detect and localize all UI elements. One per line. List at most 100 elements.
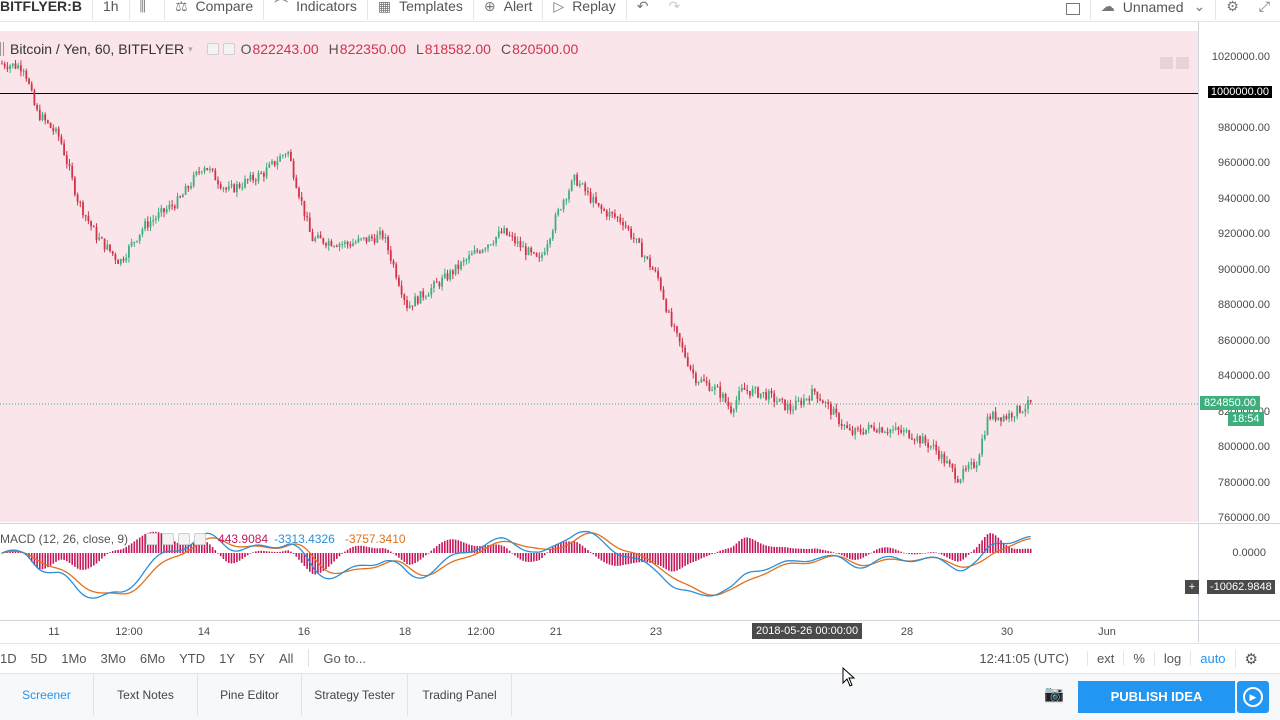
compare-button[interactable]: ⚖ Compare: [165, 0, 263, 17]
macd-axis[interactable]: 0.0000 -10062.9848 +: [1185, 523, 1280, 620]
auto-toggle[interactable]: auto: [1190, 651, 1234, 666]
candle: [932, 439, 935, 450]
candle: [889, 428, 892, 438]
price-axis[interactable]: 1020000.00 1000000.00 980000.00 960000.00 94…: [1198, 22, 1280, 524]
macd-histogram-bar: [535, 553, 538, 561]
candle: [465, 258, 468, 265]
camera-icon[interactable]: 📷: [1044, 686, 1064, 703]
macd-histogram-bar: [795, 548, 797, 553]
tab-pine-editor[interactable]: Pine Editor: [198, 674, 302, 716]
macd-close-icon[interactable]: [178, 533, 191, 545]
legend-eye-icon[interactable]: [206, 43, 219, 55]
candle: [1000, 417, 1002, 427]
candle: [724, 392, 727, 404]
percent-toggle[interactable]: %: [1123, 651, 1154, 666]
macd-histogram-bar: [60, 553, 63, 560]
candle: [816, 391, 819, 404]
pane-down-icon[interactable]: [1160, 57, 1173, 69]
candle: [87, 211, 90, 225]
symbol-search-button[interactable]: BITFLYER:B: [0, 0, 92, 17]
macd-histogram-bar: [373, 548, 376, 553]
pane-maximize-icon[interactable]: [1176, 57, 1189, 69]
range-1y[interactable]: 1Y: [219, 650, 236, 666]
macd-histogram-bar: [452, 539, 454, 553]
macd-more-icon[interactable]: [194, 533, 207, 545]
time-axis[interactable]: 2018-05-26 00:00:00 11 12:00 14 16 18 12:00 21…: [0, 620, 1198, 642]
undo-button[interactable]: ↶: [627, 0, 659, 17]
candle: [317, 231, 319, 239]
candle: [592, 193, 595, 208]
range-3mo[interactable]: 3Mo: [100, 650, 126, 666]
range-all[interactable]: All: [278, 650, 294, 666]
legend-dropdown-icon[interactable]: ▾: [188, 43, 193, 54]
tab-text-notes[interactable]: Text Notes: [94, 674, 198, 716]
range-5d[interactable]: 5D: [30, 650, 48, 666]
candle: [892, 425, 894, 434]
templates-button[interactable]: ▦ Templates: [368, 0, 473, 17]
alert-button[interactable]: ⊕ Alert: [474, 0, 543, 17]
scale-settings-icon[interactable]: ⚙: [1234, 649, 1280, 668]
candle: [6, 62, 9, 73]
macd-histogram-bar: [66, 553, 68, 562]
expand-button[interactable]: ⤢: [1249, 0, 1280, 18]
macd-histogram-bar: [603, 553, 605, 563]
macd-histogram-bar: [919, 553, 921, 554]
range-ytd[interactable]: YTD: [179, 650, 206, 666]
macd-histogram-bar: [260, 550, 262, 553]
candle: [179, 195, 182, 199]
macd-eye-icon[interactable]: [146, 533, 159, 545]
clock[interactable]: 12:41:05 (UTC): [979, 651, 1069, 666]
macd-histogram-bar: [157, 532, 160, 553]
macd-settings-icon[interactable]: [162, 533, 175, 545]
save-layout-button[interactable]: ☁ Unnamed ⌄: [1091, 0, 1215, 18]
publish-menu-button[interactable]: ▶: [1237, 681, 1269, 713]
candle: [832, 406, 835, 415]
range-1mo[interactable]: 1Mo: [61, 650, 87, 666]
tab-screener[interactable]: Screener: [0, 674, 94, 716]
replay-button[interactable]: ▷ Replay: [543, 0, 625, 17]
macd-histogram-bar: [695, 553, 697, 562]
time-axis-label: 21: [549, 626, 563, 638]
pane-controls[interactable]: [1160, 57, 1189, 69]
range-5y[interactable]: 5Y: [249, 650, 265, 666]
candle: [627, 225, 630, 232]
candle: [500, 228, 503, 234]
candle: [462, 257, 465, 267]
interval-button[interactable]: 1h: [93, 0, 129, 17]
top-toolbar: BITFLYER:B 1h ⫼ ⚖ Compare ⌒ Indicators ▦ Te…: [0, 0, 1280, 22]
macd-histogram-bar: [565, 541, 568, 553]
ext-toggle[interactable]: ext: [1086, 651, 1123, 666]
macd-histogram-bar: [984, 537, 986, 553]
macd-histogram-bar: [287, 550, 289, 553]
add-icon[interactable]: +: [1185, 580, 1199, 594]
range-6mo[interactable]: 6Mo: [139, 650, 166, 666]
macd-histogram-bar: [587, 550, 589, 553]
candle: [497, 226, 500, 240]
candle: [71, 162, 74, 181]
candle: [28, 77, 30, 85]
tab-strategy-tester[interactable]: Strategy Tester: [302, 674, 408, 716]
tab-trading-panel[interactable]: Trading Panel: [408, 674, 512, 716]
settings-button[interactable]: ⚙: [1216, 0, 1249, 18]
candle: [840, 419, 843, 430]
candle: [751, 385, 754, 397]
chart-style-button[interactable]: ⫼: [130, 0, 164, 17]
macd-histogram-bar: [101, 553, 103, 559]
range-1d[interactable]: 1D: [0, 650, 17, 666]
last-price-tag: 824850.00: [1200, 396, 1260, 411]
legend-settings-icon[interactable]: [222, 43, 235, 55]
main-chart-pane[interactable]: [0, 31, 1198, 522]
fullscreen-layout-button[interactable]: [1056, 0, 1090, 18]
drag-handle-icon[interactable]: [0, 42, 4, 56]
goto-button[interactable]: Go to...: [323, 650, 367, 666]
publish-idea-button[interactable]: PUBLISH IDEA: [1078, 681, 1235, 713]
indicators-button[interactable]: ⌒ Indicators: [264, 0, 367, 17]
redo-button[interactable]: ↷: [659, 0, 691, 17]
log-toggle[interactable]: log: [1153, 651, 1190, 666]
macd-histogram-bar: [881, 547, 883, 553]
macd-histogram-bar: [616, 553, 619, 566]
macd-histogram-bar: [481, 545, 484, 553]
candle: [1005, 413, 1008, 421]
candlestick-chart[interactable]: [0, 22, 1198, 522]
candle: [711, 386, 713, 392]
